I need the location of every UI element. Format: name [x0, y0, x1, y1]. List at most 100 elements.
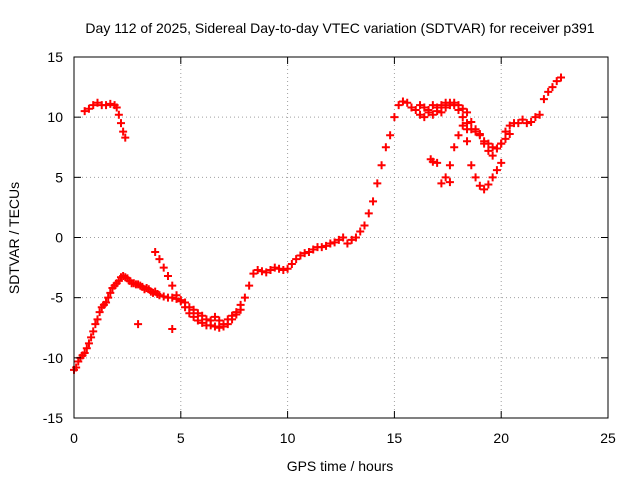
data-point — [168, 324, 177, 333]
y-tick-label: 5 — [55, 169, 63, 185]
data-point — [445, 161, 454, 170]
data-point — [121, 133, 130, 142]
data-point — [270, 263, 279, 272]
x-tick-label: 5 — [177, 430, 185, 446]
data-point — [433, 107, 442, 116]
data-point — [377, 161, 386, 170]
data-point — [262, 268, 271, 277]
data-point — [343, 239, 352, 248]
data-point — [416, 101, 425, 110]
data-point — [522, 119, 531, 128]
y-axis-label: SDTVAR / TECUs — [6, 182, 22, 294]
data-point — [488, 143, 497, 152]
data-point — [480, 139, 489, 148]
data-point — [420, 113, 429, 122]
data-point — [287, 259, 296, 268]
data-point — [102, 101, 111, 110]
data-point — [102, 298, 111, 307]
data-point — [403, 98, 412, 107]
data-point — [467, 161, 476, 170]
y-tick-label: -10 — [43, 350, 63, 366]
y-tick-labels: -15 -10 -5 0 5 10 15 — [43, 49, 63, 426]
x-axis-label: GPS time / hours — [287, 458, 394, 474]
data-point — [322, 241, 331, 250]
series-late-lower — [428, 121, 506, 194]
data-point — [334, 235, 343, 244]
data-point — [467, 117, 476, 126]
data-point — [539, 95, 548, 104]
x-tick-label: 10 — [280, 430, 296, 446]
data-point — [210, 322, 219, 331]
data-point — [416, 110, 425, 119]
data-point — [134, 320, 143, 329]
data-point — [84, 104, 93, 113]
data-point — [437, 101, 446, 110]
x-tick-label: 20 — [493, 430, 509, 446]
series-isolated-points — [134, 125, 472, 333]
data-point — [95, 308, 104, 317]
y-tick-label: -15 — [43, 410, 63, 426]
data-point — [347, 235, 356, 244]
data-point — [505, 121, 514, 130]
data-point — [236, 305, 245, 314]
data-point — [445, 178, 454, 187]
data-point — [91, 320, 100, 329]
data-point — [326, 239, 335, 248]
data-point — [424, 108, 433, 117]
data-point — [441, 173, 450, 182]
data-point — [433, 158, 442, 167]
data-point — [257, 267, 266, 276]
data-point — [390, 113, 399, 122]
data-point — [492, 166, 501, 175]
data-point — [518, 115, 527, 124]
data-point — [463, 125, 472, 134]
x-tick-label: 15 — [387, 430, 403, 446]
data-point — [497, 139, 506, 148]
data-point — [223, 320, 232, 329]
data-point — [168, 281, 177, 290]
data-point — [106, 99, 115, 108]
data-point — [93, 98, 102, 107]
data-point — [463, 137, 472, 146]
data-point — [317, 243, 326, 252]
data-point — [151, 247, 160, 256]
data-point — [279, 265, 288, 274]
data-point — [155, 291, 164, 300]
data-point — [219, 322, 228, 331]
data-point — [501, 134, 510, 143]
data-point — [471, 127, 480, 136]
data-point — [193, 309, 202, 318]
data-point — [296, 251, 305, 260]
data-point — [351, 233, 360, 242]
data-point — [386, 131, 395, 140]
data-point — [249, 269, 258, 278]
data-point — [176, 297, 185, 306]
data-point — [89, 101, 98, 110]
data-point — [548, 83, 557, 92]
data-point — [492, 144, 501, 153]
data-point — [266, 265, 275, 274]
data-point — [93, 315, 102, 324]
data-point — [458, 121, 467, 130]
data-point — [193, 316, 202, 325]
series-dip-arc — [151, 247, 245, 332]
data-point — [484, 146, 493, 155]
data-point — [480, 185, 489, 194]
data-point — [394, 101, 403, 110]
data-point — [535, 110, 544, 119]
data-point — [87, 333, 96, 342]
data-point — [364, 209, 373, 218]
data-point — [411, 105, 420, 114]
data-point — [339, 233, 348, 242]
series-early-arc — [80, 98, 130, 142]
data-point — [373, 179, 382, 188]
data-point — [114, 110, 123, 119]
data-point — [488, 173, 497, 182]
data-point — [458, 104, 467, 113]
data-point — [488, 151, 497, 160]
data-point — [304, 247, 313, 256]
data-point — [398, 97, 407, 106]
data-point — [544, 87, 553, 96]
